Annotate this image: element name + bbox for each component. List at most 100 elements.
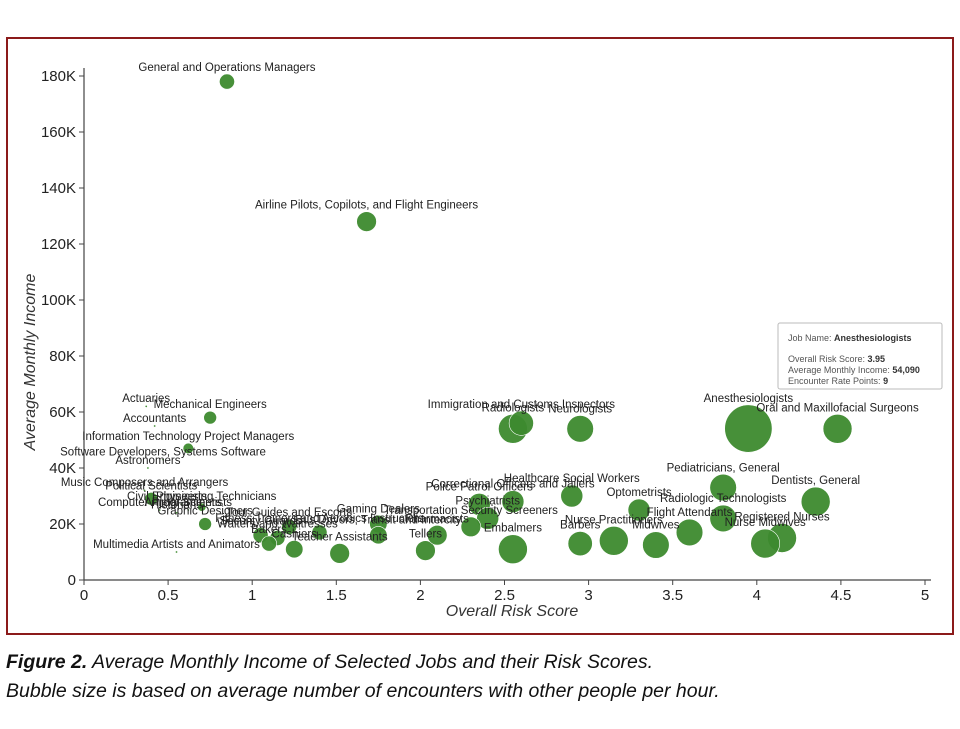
bubble-label: Nurse Practitioners <box>565 514 663 526</box>
tooltip-row-value: 54,090 <box>892 365 920 375</box>
bubble-label: Midwives <box>632 520 680 532</box>
bubble <box>415 540 436 561</box>
bubble <box>560 484 584 508</box>
caption-line-1: Average Monthly Income of Selected Jobs … <box>87 651 654 673</box>
bubble <box>369 526 388 545</box>
bubble <box>566 415 594 443</box>
bubble <box>427 525 448 546</box>
bubble-label: Transportation Security Screeners <box>384 505 558 517</box>
bubble-label: Tellers <box>409 529 442 541</box>
y-tick-label: 180K <box>41 68 76 85</box>
bubble <box>146 466 150 470</box>
tooltip-row-label: Overall Risk Score: <box>788 354 868 364</box>
bubble <box>285 540 304 559</box>
axes: 0 0.5 1 1.5 2 2.5 3 3.5 4 4.5 5 0 20K 40K 60K 80K 100K 12… <box>41 68 931 604</box>
bubble-label: Civil Engineering Technicians <box>127 491 277 503</box>
bubble-label: Barbers <box>560 519 601 531</box>
bubble <box>567 531 593 557</box>
bubble-label: Nurse Midwives <box>725 517 806 529</box>
x-tick-label: 1 <box>248 587 256 604</box>
bubble-label: Radiologists <box>482 402 545 414</box>
tooltip-row: Overall Risk Score: 3.95 <box>788 354 885 364</box>
bubble <box>642 531 670 559</box>
bubbles-layer <box>143 73 853 565</box>
tooltip-title-label: Job Name: <box>788 333 834 343</box>
bubble <box>709 473 737 502</box>
bubble <box>203 410 217 425</box>
bubble <box>175 550 179 554</box>
bubble <box>822 413 853 444</box>
bubble-label: Multimedia Artists and Animators <box>93 539 260 551</box>
figure-caption: Figure 2. Average Monthly Income of Sele… <box>6 648 956 706</box>
bubble-label: Historians <box>151 500 202 512</box>
bubble <box>675 518 704 547</box>
bubble-label: Cashiers <box>272 528 318 540</box>
bubble-label: Healthcare Social Workers <box>504 473 640 485</box>
bubble <box>198 517 212 531</box>
bubble-label: Pharmacists <box>406 513 470 525</box>
bubble-label: Security Guards <box>219 516 302 528</box>
bubble-label: Waiters and Waitresses <box>217 518 338 530</box>
y-tick-label: 100K <box>41 292 76 309</box>
bubble <box>261 535 277 552</box>
bubble-label: Teacher Assistants <box>292 532 388 544</box>
x-tick-label: 3 <box>584 587 592 604</box>
bubble <box>501 490 525 513</box>
bubble-label: Computer Programmers <box>98 497 222 509</box>
bubble-label: Software Developers, Systems Software <box>60 446 266 458</box>
bubble <box>599 525 629 556</box>
tooltip-title-value: Anesthesiologists <box>834 333 912 343</box>
tooltip-row: Average Monthly Income: 54,090 <box>788 365 920 375</box>
bubble-label: Airline Pilots, Copilots, and Flight Eng… <box>255 200 478 212</box>
y-tick-label: 120K <box>41 236 76 253</box>
x-tick-label: 1.5 <box>326 587 347 604</box>
bubble-label: Pediatricians, General <box>667 462 780 474</box>
x-tick-label: 2.5 <box>494 587 515 604</box>
bubble-label: Oral and Maxillofacial Surgeons <box>756 402 919 414</box>
tooltip-row: Encounter Rate Points: 9 <box>788 376 888 386</box>
x-tick-label: 2 <box>416 587 424 604</box>
bubble <box>182 442 194 455</box>
bubble-label: General and Operations Managers <box>138 62 315 74</box>
y-tick-label: 80K <box>49 348 76 365</box>
bubble-label: Astronomers <box>115 455 180 467</box>
tooltip: Job Name: Anesthesiologists Overall Risk … <box>777 322 943 390</box>
bubble-label: Psychiatrists <box>455 495 520 507</box>
y-tick-label: 40K <box>49 460 76 477</box>
bubble <box>144 492 159 506</box>
x-tick-label: 4.5 <box>830 587 851 604</box>
caption-line-2: Bubble size is based on average number o… <box>6 680 720 702</box>
x-tick-label: 0.5 <box>158 587 179 604</box>
bubble <box>800 486 831 517</box>
bubble-label: Registered Nurses <box>734 512 829 524</box>
x-tick-label: 3.5 <box>662 587 683 604</box>
bubble <box>180 502 184 506</box>
tooltip-row-label: Encounter Rate Points: <box>788 376 883 386</box>
tooltip-row-value: 9 <box>883 376 888 386</box>
bubble <box>356 211 377 232</box>
bubble-label: Bus Drivers, Transit and Intercity <box>295 514 461 526</box>
bubble <box>498 534 528 565</box>
bubble <box>153 424 157 428</box>
bubble <box>143 488 147 492</box>
bubble-label: Tour Guides and Escorts <box>226 507 352 519</box>
bubble <box>329 543 350 564</box>
bubble-label: Animal Scientists <box>145 497 233 509</box>
bubble-label: Information Technology Project Managers <box>82 431 294 443</box>
x-tick-label: 5 <box>921 587 929 604</box>
bubble-label: Flight Attendants <box>647 507 733 519</box>
bubble <box>219 73 235 90</box>
bubble <box>460 516 482 537</box>
bubble <box>175 511 179 515</box>
chart-frame: 0 0.5 1 1.5 2 2.5 3 3.5 4 4.5 5 0 20K 40K 60K 80K 100K 12… <box>6 37 954 635</box>
tooltip-row-value: 3.95 <box>868 354 886 364</box>
bubble-chart: 0 0.5 1 1.5 2 2.5 3 3.5 4 4.5 5 0 20K 40K 60K 80K 100K 12… <box>22 62 943 620</box>
y-tick-label: 60K <box>49 404 76 421</box>
bubble-label: Physicists <box>156 491 207 503</box>
bubble <box>158 508 162 512</box>
bubble <box>144 404 148 408</box>
bubble-label: Correctional Officers and Jailers <box>431 479 595 491</box>
bubble <box>281 518 298 535</box>
x-axis-title: Overall Risk Score <box>446 603 579 620</box>
figure-label: Figure 2. <box>6 651 88 673</box>
